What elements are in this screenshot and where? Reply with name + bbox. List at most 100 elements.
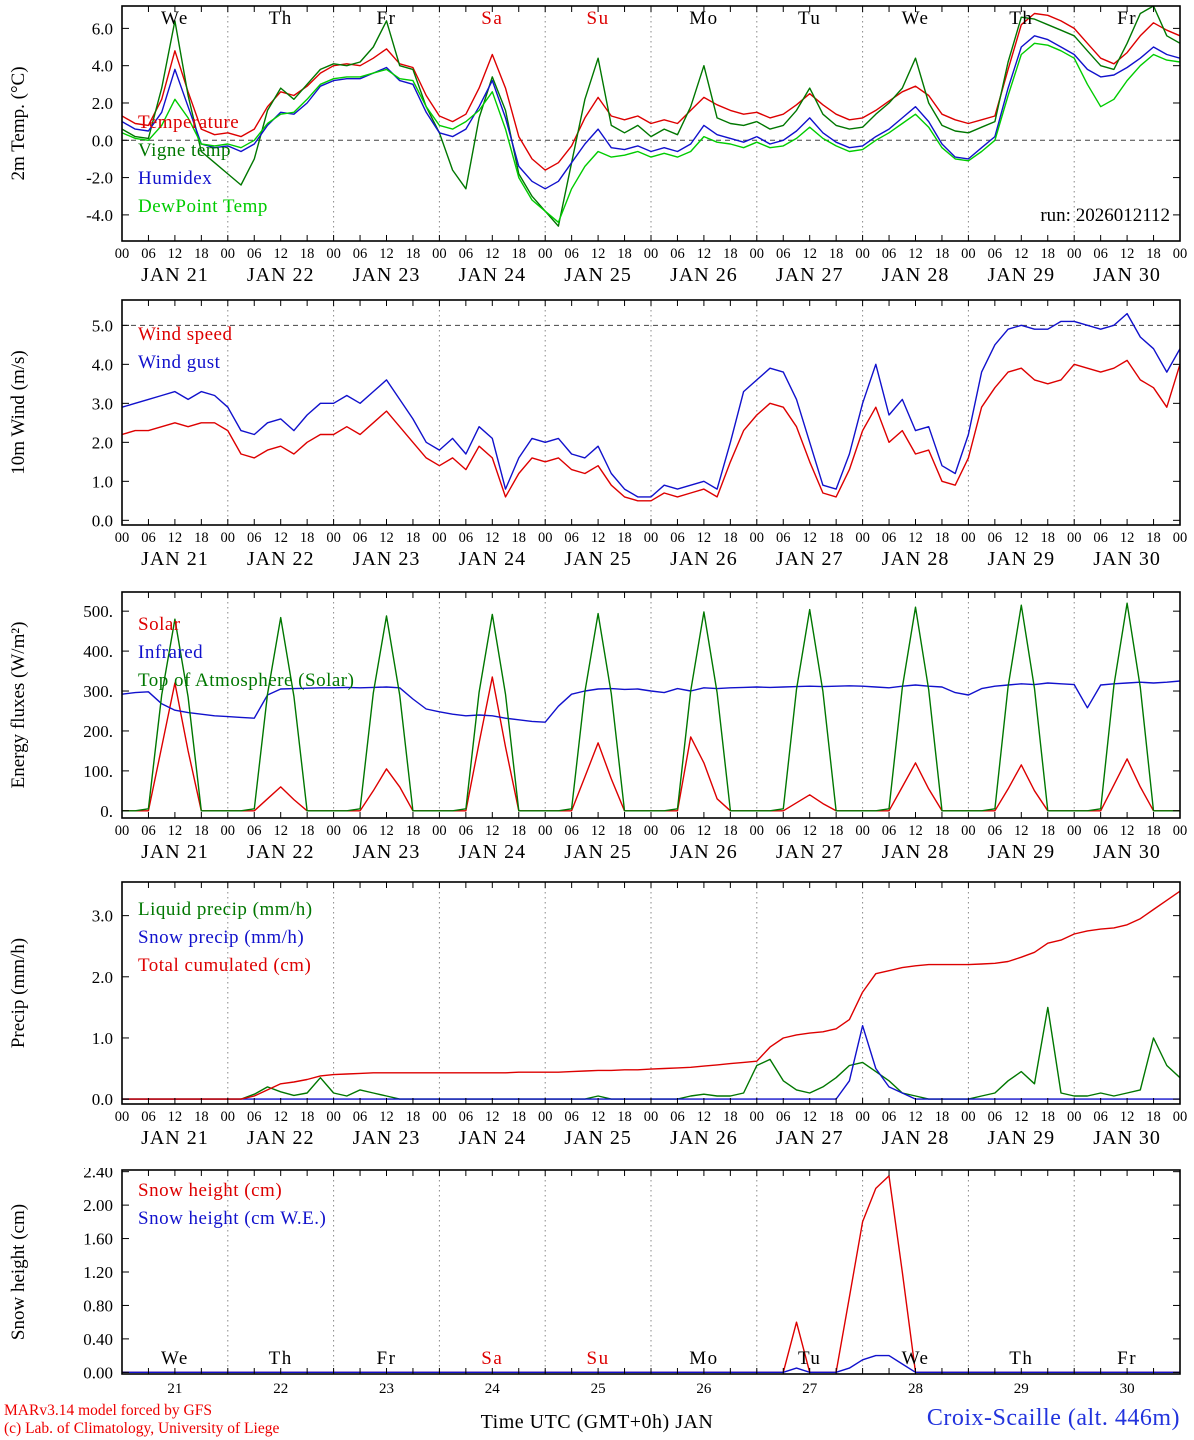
weekday-label: Mo — [689, 8, 718, 29]
hour-tick-label: 06 — [1093, 246, 1108, 262]
hour-tick-label: 12 — [168, 246, 183, 262]
hour-tick-label: 06 — [988, 823, 1003, 839]
date-label: JAN 22 — [247, 841, 315, 863]
hour-tick-label: 12 — [273, 1109, 288, 1125]
legend-item: Humidex — [138, 168, 212, 189]
y-tick-label: 500. — [83, 602, 113, 621]
hour-tick-label: 12 — [379, 246, 394, 262]
date-label: JAN 23 — [353, 841, 421, 863]
hour-tick-label: 12 — [379, 1109, 394, 1125]
series-vigne-temp — [122, 6, 1180, 227]
hour-tick-label: 06 — [353, 246, 368, 262]
hour-tick-label: 00 — [115, 823, 130, 839]
panel-precipitation: 0.0 1.0 2.0 3.0 Precip (mm/h) 00 06 12 18 JAN 21 0… — [0, 876, 1194, 1168]
legend-item: Snow height (cm) — [138, 1180, 282, 1201]
y-tick-label: 6.0 — [92, 19, 113, 38]
date-label: JAN 22 — [247, 548, 315, 570]
hour-tick-label: 12 — [802, 1109, 817, 1125]
date-label: JAN 23 — [353, 1127, 421, 1149]
time-axis-label: Time UTC (GMT+0h) JAN — [480, 1411, 714, 1433]
weekday-label: Fr — [1117, 1348, 1137, 1369]
hour-tick-label: 00 — [961, 530, 976, 546]
weekday-label: Su — [587, 8, 610, 29]
hour-tick-label: 12 — [1120, 1109, 1135, 1125]
hour-tick-label: 12 — [697, 823, 712, 839]
hour-tick-label: 18 — [194, 1109, 209, 1125]
legend-item: Infrared — [138, 642, 203, 663]
y-tick-label: 3.0 — [92, 907, 113, 926]
hour-tick-label: 00 — [432, 823, 447, 839]
hour-tick-label: 06 — [670, 246, 685, 262]
hour-tick-label: 18 — [1041, 823, 1056, 839]
y-tick-label: 300. — [83, 682, 113, 701]
hour-tick-label: 00 — [1173, 1109, 1188, 1125]
hour-tick-label: 00 — [855, 823, 870, 839]
day-number-label: 21 — [167, 1381, 182, 1397]
hour-tick-label: 00 — [538, 823, 553, 839]
hour-tick-label: 06 — [1093, 823, 1108, 839]
date-label: JAN 26 — [670, 264, 738, 286]
chart-svg: 0.00 0.40 0.80 1.20 1.60 2.00 2.40 Snow height … — [8, 1163, 1181, 1397]
hour-tick-label: 06 — [564, 246, 579, 262]
hour-tick-label: 12 — [485, 823, 500, 839]
hour-tick-label: 00 — [538, 246, 553, 262]
y-tick-label: 2.0 — [92, 968, 113, 987]
legend-item: Top of Atmosphere (Solar) — [138, 670, 354, 691]
hour-tick-label: 06 — [141, 1109, 156, 1125]
date-label: JAN 25 — [564, 841, 632, 863]
hour-tick-label: 12 — [485, 530, 500, 546]
legend-item: Temperature — [138, 112, 239, 133]
panel-temperature-2m: -4.0 -2.0 0.0 2.0 4.0 6.0 2m Temp. (°C) 00 06 12 1… — [0, 0, 1194, 292]
weekday-label: Fr — [377, 8, 397, 29]
hour-tick-label: 06 — [353, 1109, 368, 1125]
y-axis-title: Snow height (cm) — [8, 1204, 29, 1340]
weekday-label: Sa — [481, 8, 503, 29]
hour-tick-label: 12 — [908, 530, 923, 546]
hour-tick-label: 06 — [776, 246, 791, 262]
day-number-label: 25 — [591, 1381, 606, 1397]
y-tick-label: 5.0 — [92, 316, 113, 335]
hour-tick-label: 06 — [247, 530, 262, 546]
date-label: JAN 25 — [564, 1127, 632, 1149]
hour-tick-label: 12 — [697, 1109, 712, 1125]
y-tick-label: 0.40 — [83, 1330, 113, 1349]
hour-tick-label: 12 — [485, 1109, 500, 1125]
hour-tick-label: 12 — [591, 823, 606, 839]
hour-tick-label: 06 — [882, 823, 897, 839]
hour-tick-label: 18 — [829, 823, 844, 839]
hour-tick-label: 06 — [459, 823, 474, 839]
date-label: JAN 22 — [247, 264, 315, 286]
hour-tick-label: 00 — [432, 246, 447, 262]
y-tick-label: -2.0 — [86, 169, 113, 188]
legend-item: Snow height (cm W.E.) — [138, 1208, 326, 1229]
hour-tick-label: 18 — [617, 246, 632, 262]
hour-tick-label: 00 — [326, 823, 341, 839]
series-humidex — [122, 35, 1180, 190]
hour-tick-label: 18 — [512, 1109, 527, 1125]
date-label: JAN 22 — [247, 1127, 315, 1149]
hour-tick-label: 18 — [300, 823, 315, 839]
hour-tick-label: 00 — [115, 530, 130, 546]
hour-tick-label: 06 — [247, 823, 262, 839]
hour-tick-label: 00 — [855, 246, 870, 262]
panel-wind-10m: 0.0 1.0 2.0 3.0 4.0 5.0 10m Wind (m/s) 00 06 12 18… — [0, 292, 1194, 584]
day-number-label: 29 — [1014, 1381, 1029, 1397]
hour-tick-label: 18 — [1041, 1109, 1056, 1125]
hour-tick-label: 00 — [221, 246, 236, 262]
hour-tick-label: 00 — [1067, 246, 1082, 262]
date-label: JAN 24 — [458, 1127, 526, 1149]
hour-tick-label: 00 — [1067, 823, 1082, 839]
y-tick-label: 0.0 — [92, 131, 113, 150]
hour-tick-label: 00 — [221, 823, 236, 839]
date-label: JAN 30 — [1093, 548, 1161, 570]
hour-tick-label: 00 — [1173, 530, 1188, 546]
chart-svg: 0.0 1.0 2.0 3.0 4.0 5.0 10m Wind (m/s) 00 06 12 18… — [8, 299, 1188, 570]
hour-tick-label: 06 — [141, 530, 156, 546]
legend-item: Total cumulated (cm) — [138, 955, 311, 976]
legend-item: Wind speed — [138, 324, 232, 345]
y-axis-title: 10m Wind (m/s) — [8, 350, 29, 475]
hour-tick-label: 06 — [988, 246, 1003, 262]
hour-tick-label: 06 — [882, 1109, 897, 1125]
hour-tick-label: 18 — [723, 1109, 738, 1125]
hour-tick-label: 12 — [802, 823, 817, 839]
